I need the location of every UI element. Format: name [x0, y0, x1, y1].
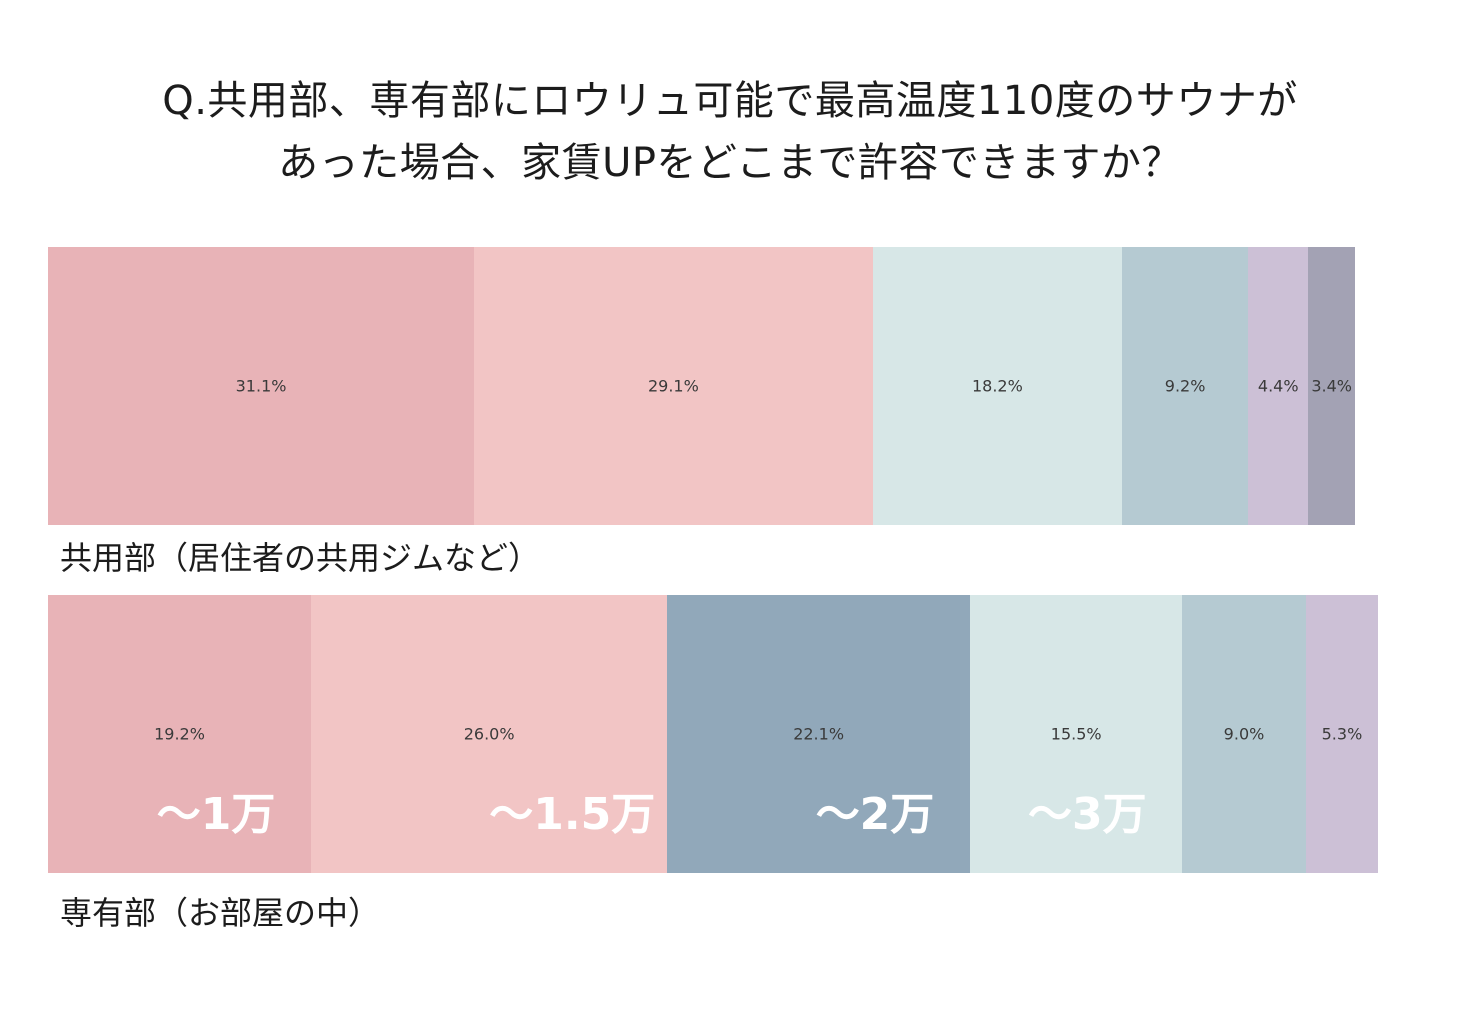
segment-value-label: 4.4% — [1257, 376, 1299, 396]
range-annotation: 〜1.5万 — [489, 789, 656, 840]
bar-segment: 18.2% — [872, 247, 1123, 525]
segment-value-label: 15.5% — [1050, 724, 1102, 744]
range-annotation: 〜3万 — [1028, 789, 1147, 840]
title-line-1: Q.共用部、専有部にロウリュ可能で最高温度110度のサウナが — [162, 78, 1298, 124]
segment-value-label: 9.0% — [1223, 724, 1265, 744]
segment-value-label: 19.2% — [154, 724, 205, 744]
segment-value-label: 29.1% — [647, 376, 699, 396]
bar-segment: 22.1% — [667, 595, 970, 873]
title-line-2: あった場合、家賃UPをどこまで許容できますか？ — [278, 140, 1182, 186]
segment-value-label: 22.1% — [793, 724, 845, 744]
bar-segment: 3.4% — [1308, 247, 1355, 525]
bar-segment: 9.0% — [1182, 595, 1306, 873]
segment-value-label: 18.2% — [971, 376, 1023, 396]
bar-segment: 9.2% — [1122, 247, 1249, 525]
range-annotation: 〜2万 — [815, 789, 935, 840]
segment-value-label: 5.3% — [1321, 724, 1363, 744]
row-label-private-area: 専有部（お部屋の中） — [60, 894, 381, 932]
bar-segment: 31.1% — [48, 247, 475, 525]
range-annotation: 〜1万 — [156, 789, 276, 840]
bar-segment: 5.3% — [1305, 595, 1379, 873]
bar-segment: 19.2% — [48, 595, 312, 873]
segment-value-label: 26.0% — [463, 724, 515, 744]
bar-segment: 4.4% — [1248, 247, 1309, 525]
segment-value-label: 9.2% — [1164, 376, 1206, 396]
bar-segment: 15.5% — [970, 595, 1183, 873]
segment-value-label: 3.4% — [1311, 376, 1352, 396]
chart-title: Q.共用部、専有部にロウリュ可能で最高温度110度のサウナが あった場合、家賃U… — [0, 70, 1460, 194]
bar-segment: 26.0% — [311, 595, 668, 873]
segment-value-label: 31.1% — [235, 376, 287, 396]
row-label-shared-area: 共用部（居住者の共用ジムなど） — [60, 539, 541, 577]
bar-segment: 29.1% — [474, 247, 873, 525]
